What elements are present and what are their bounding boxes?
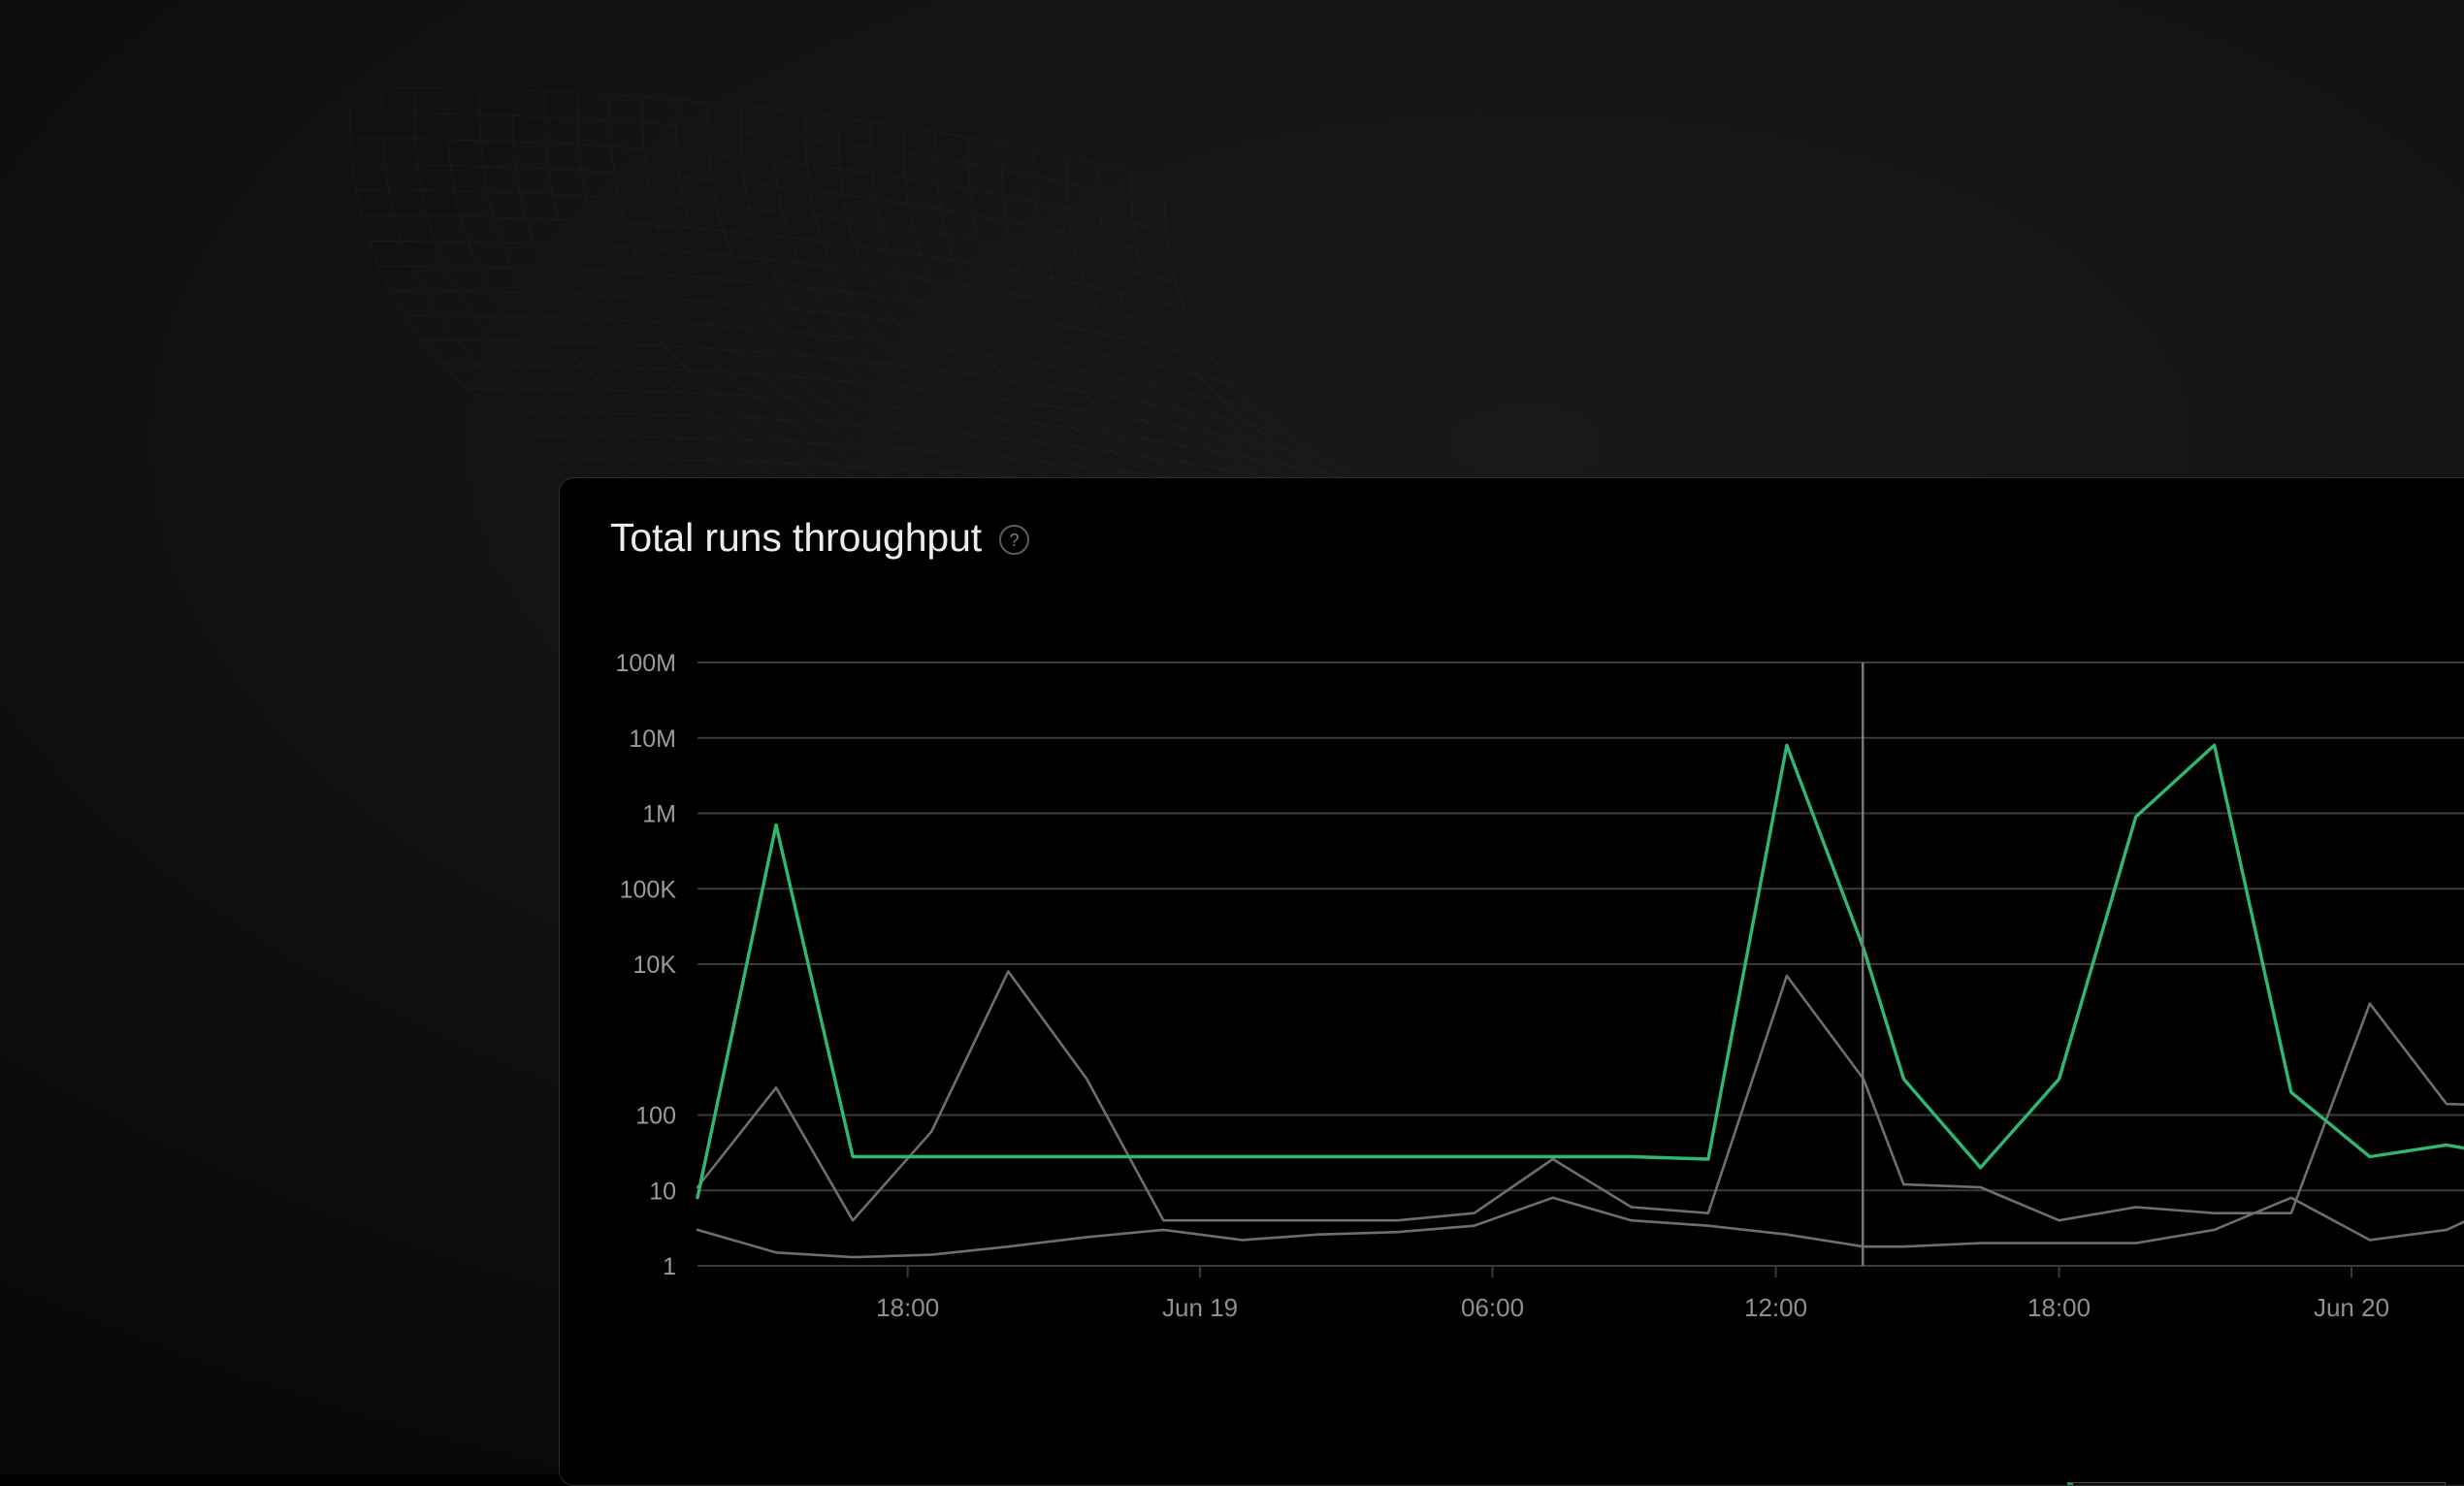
y-tick-label: 1 <box>663 1253 676 1280</box>
y-tick-label: 10K <box>633 952 677 979</box>
y-tick-label: 100 <box>635 1103 676 1130</box>
y-axis-tick-labels: 100M 10M 1M 100K 10K 100 10 1 <box>615 650 676 1280</box>
question-circle-icon[interactable]: ? <box>999 525 1030 555</box>
x-tick-label: 18:00 <box>876 1293 939 1322</box>
series-line-inngestbot[interactable] <box>696 970 2464 1222</box>
series-line-github-pr-bot[interactable] <box>696 1194 2464 1259</box>
y-tick-label: 100K <box>620 876 677 903</box>
x-axis-tick-labels: 18:00 Jun 19 06:00 12:00 18:00 Jun 20 <box>876 1293 2389 1322</box>
panel-header: Total runs throughput ? <box>610 515 1030 561</box>
chart-panel: Total runs throughput ? 100M 10M 1M 100K 10K… <box>559 477 2464 1486</box>
y-tick-label: 10 <box>649 1178 676 1205</box>
x-tick-label: Jun 19 <box>1162 1293 1238 1322</box>
x-tick-label: Jun 20 <box>2314 1293 2389 1322</box>
chart-tooltip: GROWTH 16,295 steps Double-click the lin… <box>2067 1482 2446 1485</box>
y-tick-label: 100M <box>615 650 676 677</box>
y-tick-label: 10M <box>629 726 676 753</box>
y-tick-label: 1M <box>642 801 676 828</box>
chart-area[interactable]: 100M 10M 1M 100K 10K 100 10 1 18:00 Jun 19 06:00 1… <box>560 478 2464 1486</box>
x-tick-label: 12:00 <box>1744 1293 1807 1322</box>
x-tick-label: 18:00 <box>2027 1293 2091 1322</box>
x-tick-label: 06:00 <box>1461 1293 1524 1322</box>
series-line-growth[interactable] <box>696 743 2464 1200</box>
chart-gridlines <box>697 662 2464 1277</box>
page-title: Total runs throughput <box>610 515 983 560</box>
chart-series <box>696 743 2464 1259</box>
